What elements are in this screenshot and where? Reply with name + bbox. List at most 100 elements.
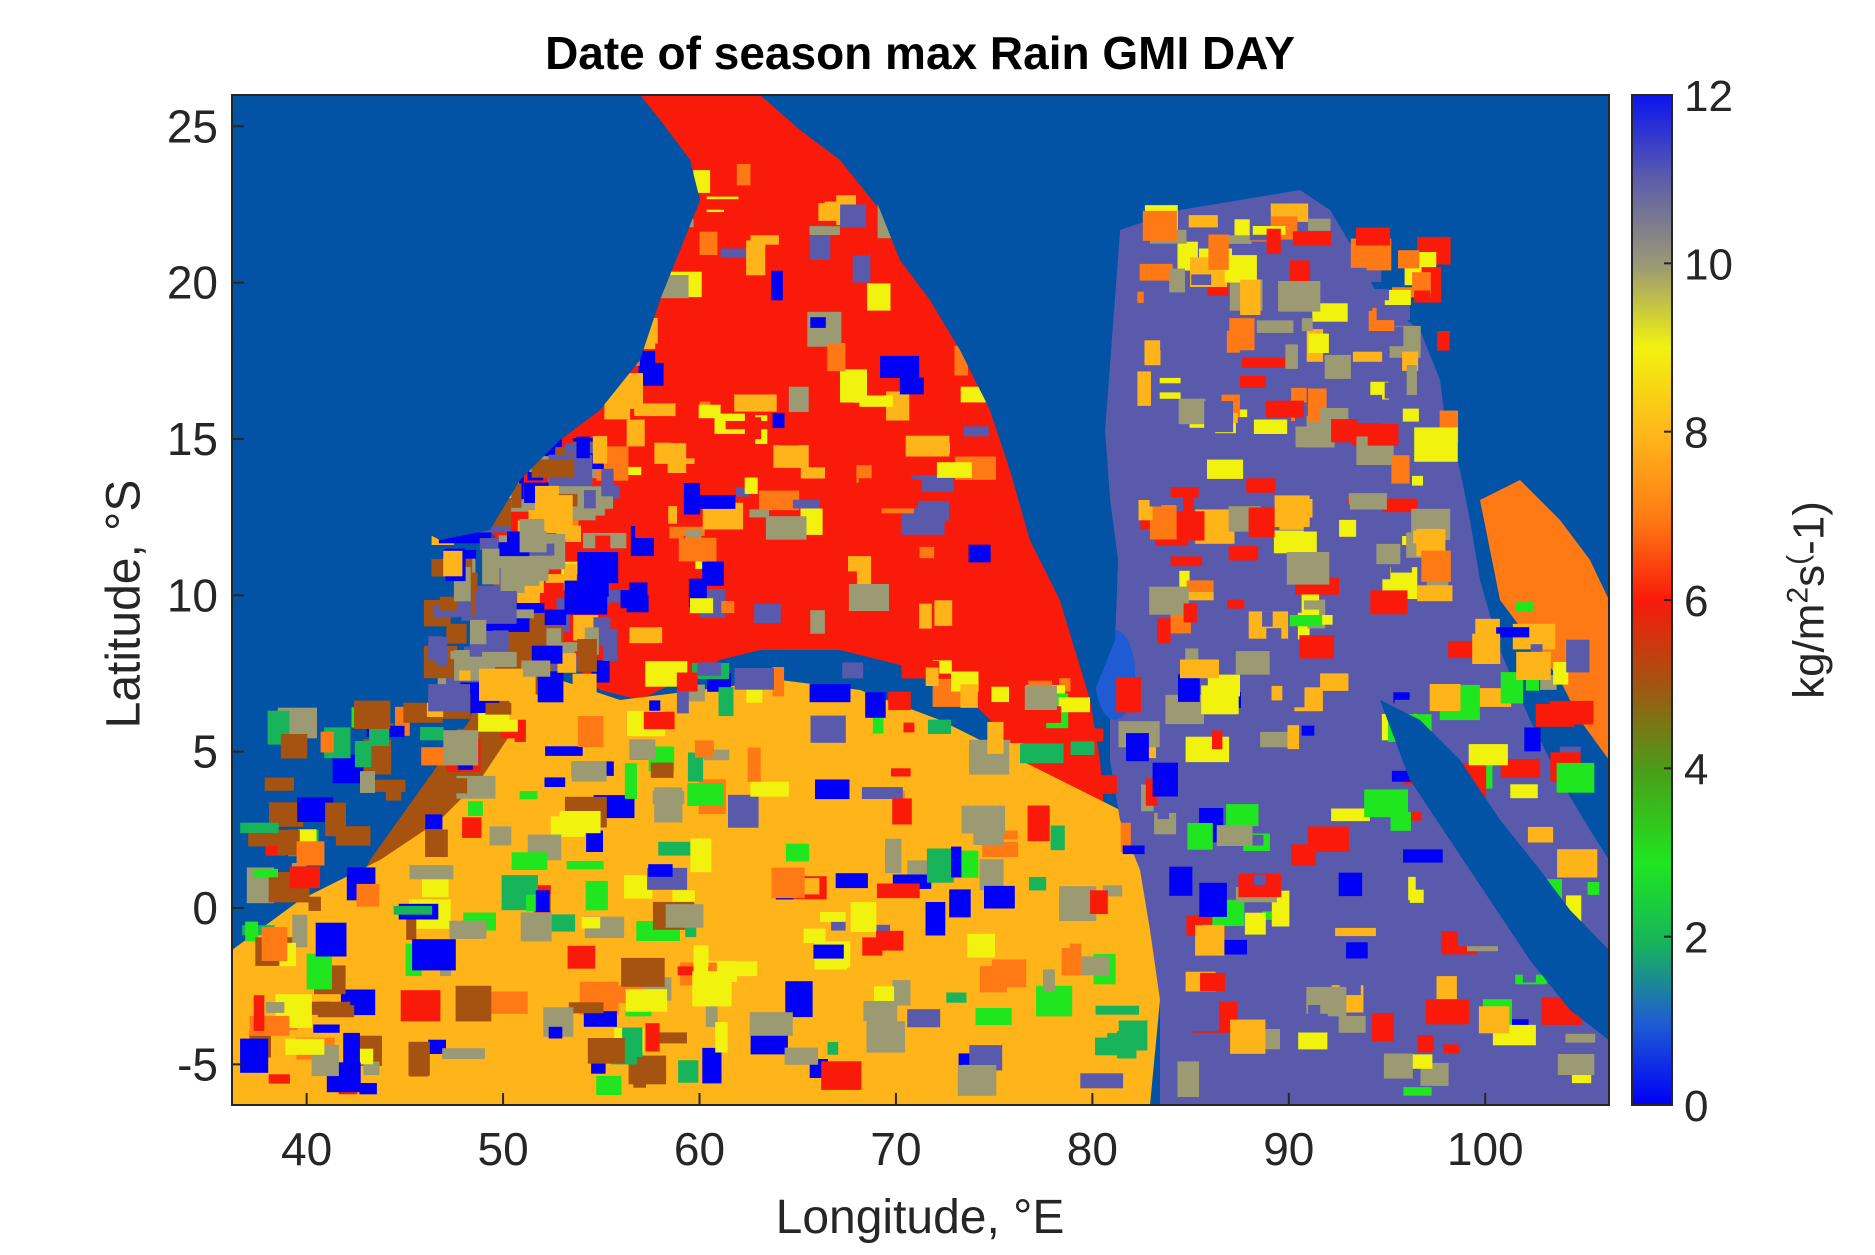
data-patch: [728, 794, 759, 828]
data-patch: [425, 829, 448, 857]
data-patch: [934, 600, 953, 626]
data-patch: [1384, 382, 1399, 399]
colorbar-tick-label: 0: [1684, 1082, 1708, 1131]
data-patch: [1220, 939, 1247, 955]
data-patch: [693, 332, 722, 341]
data-patch: [759, 490, 800, 511]
data-patch: [1557, 1054, 1595, 1075]
data-patch: [1256, 320, 1294, 333]
data-patch: [1516, 651, 1551, 680]
data-patch: [1285, 344, 1298, 369]
data-patch: [1207, 459, 1244, 479]
data-patch: [683, 483, 701, 515]
data-patch: [428, 1039, 446, 1054]
data-patch: [1095, 1005, 1140, 1015]
data-patch: [885, 838, 902, 874]
data-patch: [1299, 635, 1335, 659]
colorbar-tick-label: 4: [1684, 745, 1708, 794]
data-patch: [245, 921, 259, 942]
data-patch: [285, 1038, 325, 1055]
data-patch: [335, 826, 371, 846]
data-patch: [1170, 556, 1203, 567]
data-patch: [1478, 1006, 1510, 1034]
data-patch: [690, 838, 712, 873]
data-patch: [1352, 351, 1383, 362]
data-patch: [1273, 530, 1317, 554]
data-patch: [1120, 822, 1131, 852]
data-patch: [1443, 1044, 1460, 1054]
data-patch: [643, 711, 675, 730]
data-patch: [936, 462, 972, 478]
data-patch: [876, 883, 920, 899]
data-patch: [1235, 651, 1270, 675]
y-tick-label: 5: [192, 726, 218, 778]
data-patch: [1391, 770, 1412, 782]
data-patch: [1376, 543, 1401, 565]
map-title: Date of season max Rain GMI DAY: [545, 27, 1295, 79]
data-patch: [1178, 674, 1200, 702]
data-patch: [1142, 210, 1177, 241]
y-axis-label: Latitude, °S: [97, 479, 151, 729]
data-patch: [1157, 791, 1169, 820]
data-patch: [649, 700, 661, 715]
data-patch: [693, 945, 709, 979]
data-patch: [715, 1022, 728, 1053]
data-patch: [296, 841, 325, 866]
data-patch: [889, 732, 920, 769]
data-patch: [721, 601, 735, 613]
data-patch: [876, 924, 891, 937]
data-patch: [1191, 274, 1212, 285]
data-patch: [400, 990, 441, 1022]
data-patch: [584, 490, 596, 509]
data-patch: [710, 279, 734, 292]
data-patch: [421, 747, 448, 766]
data-patch: [919, 546, 935, 559]
data-patch: [1364, 789, 1408, 818]
data-patch: [1289, 615, 1323, 627]
data-patch: [442, 1048, 485, 1060]
data-patch: [982, 841, 1019, 857]
data-patch: [1274, 495, 1310, 528]
data-patch: [1436, 976, 1457, 1000]
data-patch: [736, 487, 750, 497]
data-patch: [1122, 845, 1145, 855]
y-tick-label: 0: [192, 882, 218, 934]
data-patch: [1059, 678, 1071, 692]
data-patch: [892, 980, 911, 1006]
data-patch: [813, 944, 844, 959]
data-patch: [343, 1032, 360, 1063]
data-patch: [1331, 419, 1358, 443]
data-patch: [446, 623, 467, 644]
data-patch: [1280, 847, 1293, 880]
data-patch: [1308, 1005, 1321, 1015]
data-patch: [308, 896, 321, 911]
data-patch: [1027, 805, 1050, 842]
data-patch: [693, 170, 711, 193]
data-patch: [320, 731, 334, 753]
data-patch: [1515, 602, 1534, 612]
data-patch: [1143, 285, 1160, 317]
data-patch: [1254, 874, 1266, 885]
data-patch: [425, 814, 443, 830]
data-patch: [761, 203, 792, 230]
y-tick-label: 10: [167, 569, 218, 621]
data-patch: [718, 687, 734, 717]
data-patch: [1417, 585, 1453, 602]
data-patch: [354, 700, 391, 729]
data-patch: [359, 1083, 377, 1095]
data-patch: [1029, 877, 1047, 891]
data-patch: [354, 741, 372, 768]
data-patch: [1102, 885, 1123, 897]
data-patch: [842, 662, 864, 679]
data-patch: [1364, 678, 1382, 699]
data-patch: [1369, 326, 1404, 347]
data-patch: [519, 791, 538, 800]
data-patch: [409, 865, 454, 880]
data-patch: [827, 1042, 839, 1055]
data-patch: [665, 366, 691, 393]
data-patch: [676, 672, 698, 692]
data-patch: [482, 651, 517, 667]
data-patch: [1527, 826, 1554, 843]
data-patch: [501, 603, 545, 613]
data-patch: [261, 927, 288, 961]
